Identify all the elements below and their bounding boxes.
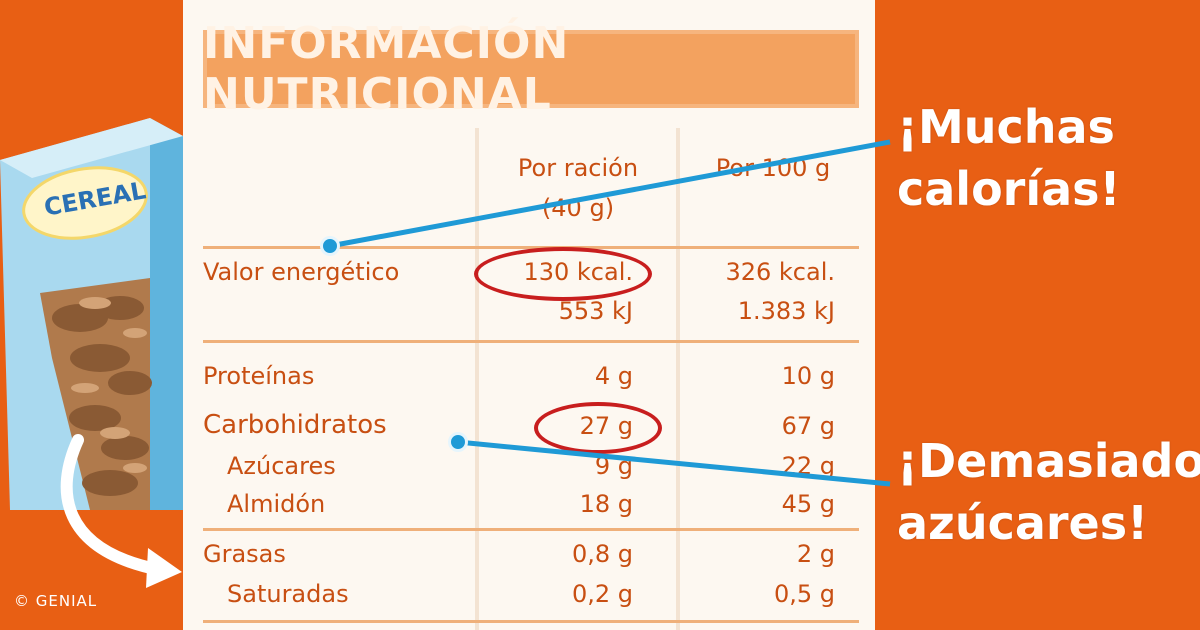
serving-value: 4 g bbox=[594, 362, 633, 390]
row-separator bbox=[203, 340, 859, 343]
per100-value: 326 kcal. bbox=[725, 258, 835, 286]
label-title-bar: INFORMACIÓN NUTRICIONAL bbox=[203, 18, 859, 120]
per100-value: 67 g bbox=[781, 412, 835, 440]
per100-value: 45 g bbox=[781, 490, 835, 518]
per100-value: 10 g bbox=[781, 362, 835, 390]
nutrient-name: Carbohidratos bbox=[203, 410, 387, 440]
callout-dot bbox=[320, 236, 340, 256]
serving-value: 18 g bbox=[579, 490, 633, 518]
calories-callout-line2: calorías! bbox=[897, 162, 1121, 216]
nutrient-name: Proteínas bbox=[203, 362, 315, 390]
curved-arrow-icon bbox=[60, 434, 182, 588]
nutrient-name: Valor energético bbox=[203, 258, 400, 286]
serving-value: 553 kJ bbox=[558, 297, 633, 325]
nutrition-label: INFORMACIÓN NUTRICIONAL Por ración (40 g… bbox=[183, 0, 875, 630]
credit-watermark: © GENIAL bbox=[14, 592, 98, 610]
per100-value: 1.383 kJ bbox=[737, 297, 835, 325]
calories-callout-line1: ¡Muchas bbox=[897, 100, 1115, 154]
column-divider bbox=[475, 128, 479, 630]
cereal-box-illustration bbox=[0, 118, 183, 510]
sugars-callout: ¡Demasiados azúcares! bbox=[897, 430, 1200, 554]
per100-value: 2 g bbox=[796, 540, 835, 568]
header-per-serving: Por ración bbox=[517, 154, 639, 182]
sugars-callout-line2: azúcares! bbox=[897, 496, 1149, 550]
nutrient-name: Azúcares bbox=[227, 452, 336, 480]
nutrient-name: Grasas bbox=[203, 540, 286, 568]
column-divider bbox=[676, 128, 680, 630]
row-separator bbox=[203, 246, 859, 249]
per100-value: 0,5 g bbox=[773, 580, 835, 608]
calories-highlight-circle bbox=[474, 247, 652, 301]
nutrient-name: Saturadas bbox=[227, 580, 349, 608]
carbs-highlight-circle bbox=[534, 402, 662, 454]
sugars-callout-line1: ¡Demasiados bbox=[897, 434, 1200, 488]
serving-value: 0,2 g bbox=[571, 580, 633, 608]
row-separator bbox=[203, 528, 859, 531]
callout-dot bbox=[448, 432, 468, 452]
serving-value: 0,8 g bbox=[571, 540, 633, 568]
nutrient-name: Almidón bbox=[227, 490, 326, 518]
calories-callout: ¡Muchas calorías! bbox=[897, 96, 1121, 220]
row-separator bbox=[203, 620, 859, 623]
